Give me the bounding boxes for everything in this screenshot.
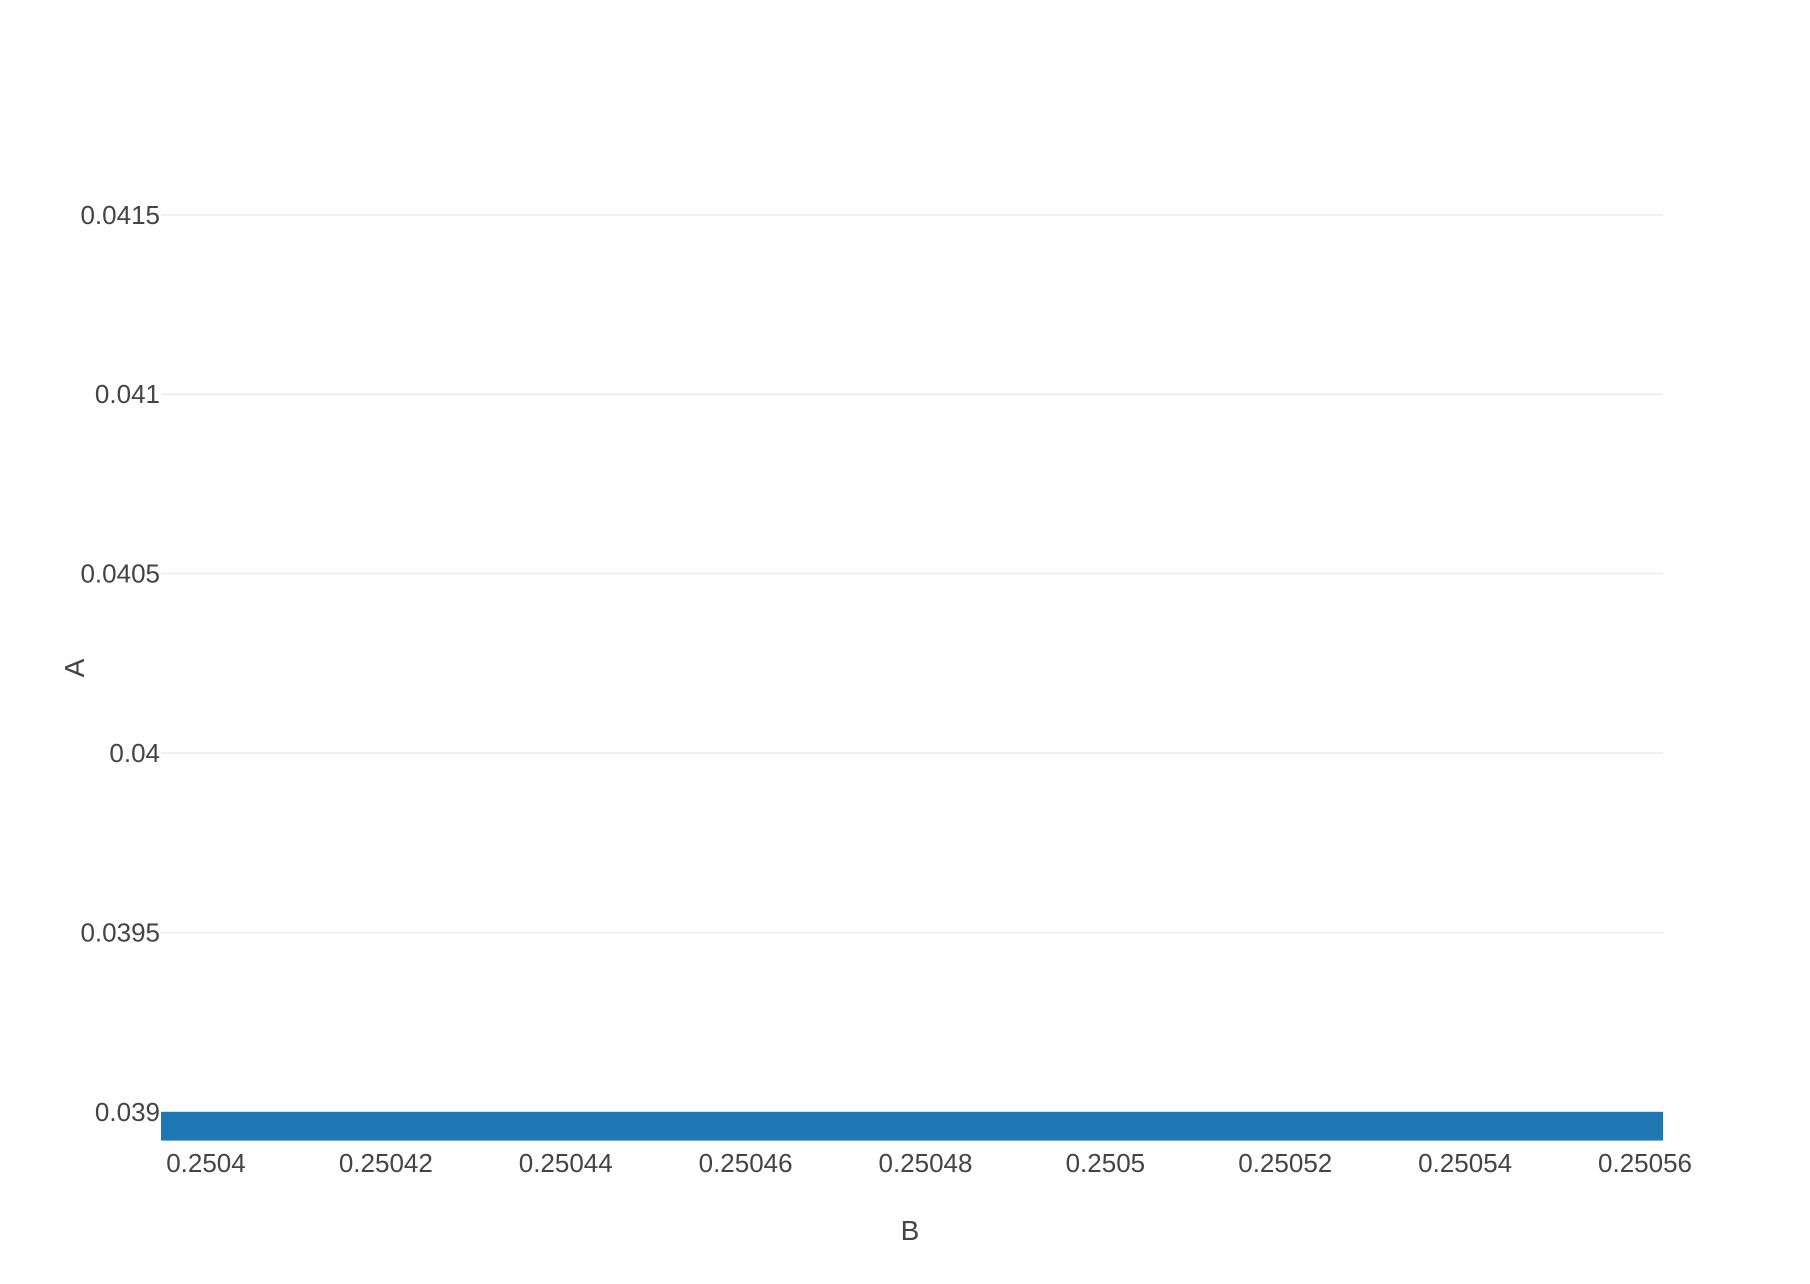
y-tick-label: 0.04 (109, 738, 160, 768)
x-axis-title: B (901, 1215, 920, 1246)
x-tick-label: 0.25042 (339, 1148, 433, 1178)
bars (161, 1111, 1663, 1141)
bar (161, 1111, 1663, 1141)
x-tick-label: 0.25046 (699, 1148, 793, 1178)
y-gridlines (161, 214, 1663, 1113)
y-tick-label: 0.0415 (80, 200, 160, 230)
x-tick-label: 0.25044 (519, 1148, 613, 1178)
y-axis-ticks: 0.039 0.0395 0.04 0.0405 0.041 0.0415 (80, 200, 160, 1127)
x-tick-label: 0.25054 (1418, 1148, 1512, 1178)
y-tick-label: 0.041 (95, 379, 160, 409)
x-tick-label: 0.25056 (1598, 1148, 1692, 1178)
x-axis-ticks: 0.2504 0.25042 0.25044 0.25046 0.25048 0.2505… (166, 1148, 1692, 1178)
y-tick-label: 0.0405 (80, 559, 160, 589)
y-axis-title: A (59, 658, 90, 677)
y-tick-label: 0.039 (95, 1097, 160, 1127)
x-tick-label: 0.2504 (166, 1148, 246, 1178)
x-tick-label: 0.2505 (1066, 1148, 1146, 1178)
y-tick-label: 0.0395 (80, 917, 160, 947)
x-tick-label: 0.25052 (1238, 1148, 1332, 1178)
x-tick-label: 0.25048 (878, 1148, 972, 1178)
